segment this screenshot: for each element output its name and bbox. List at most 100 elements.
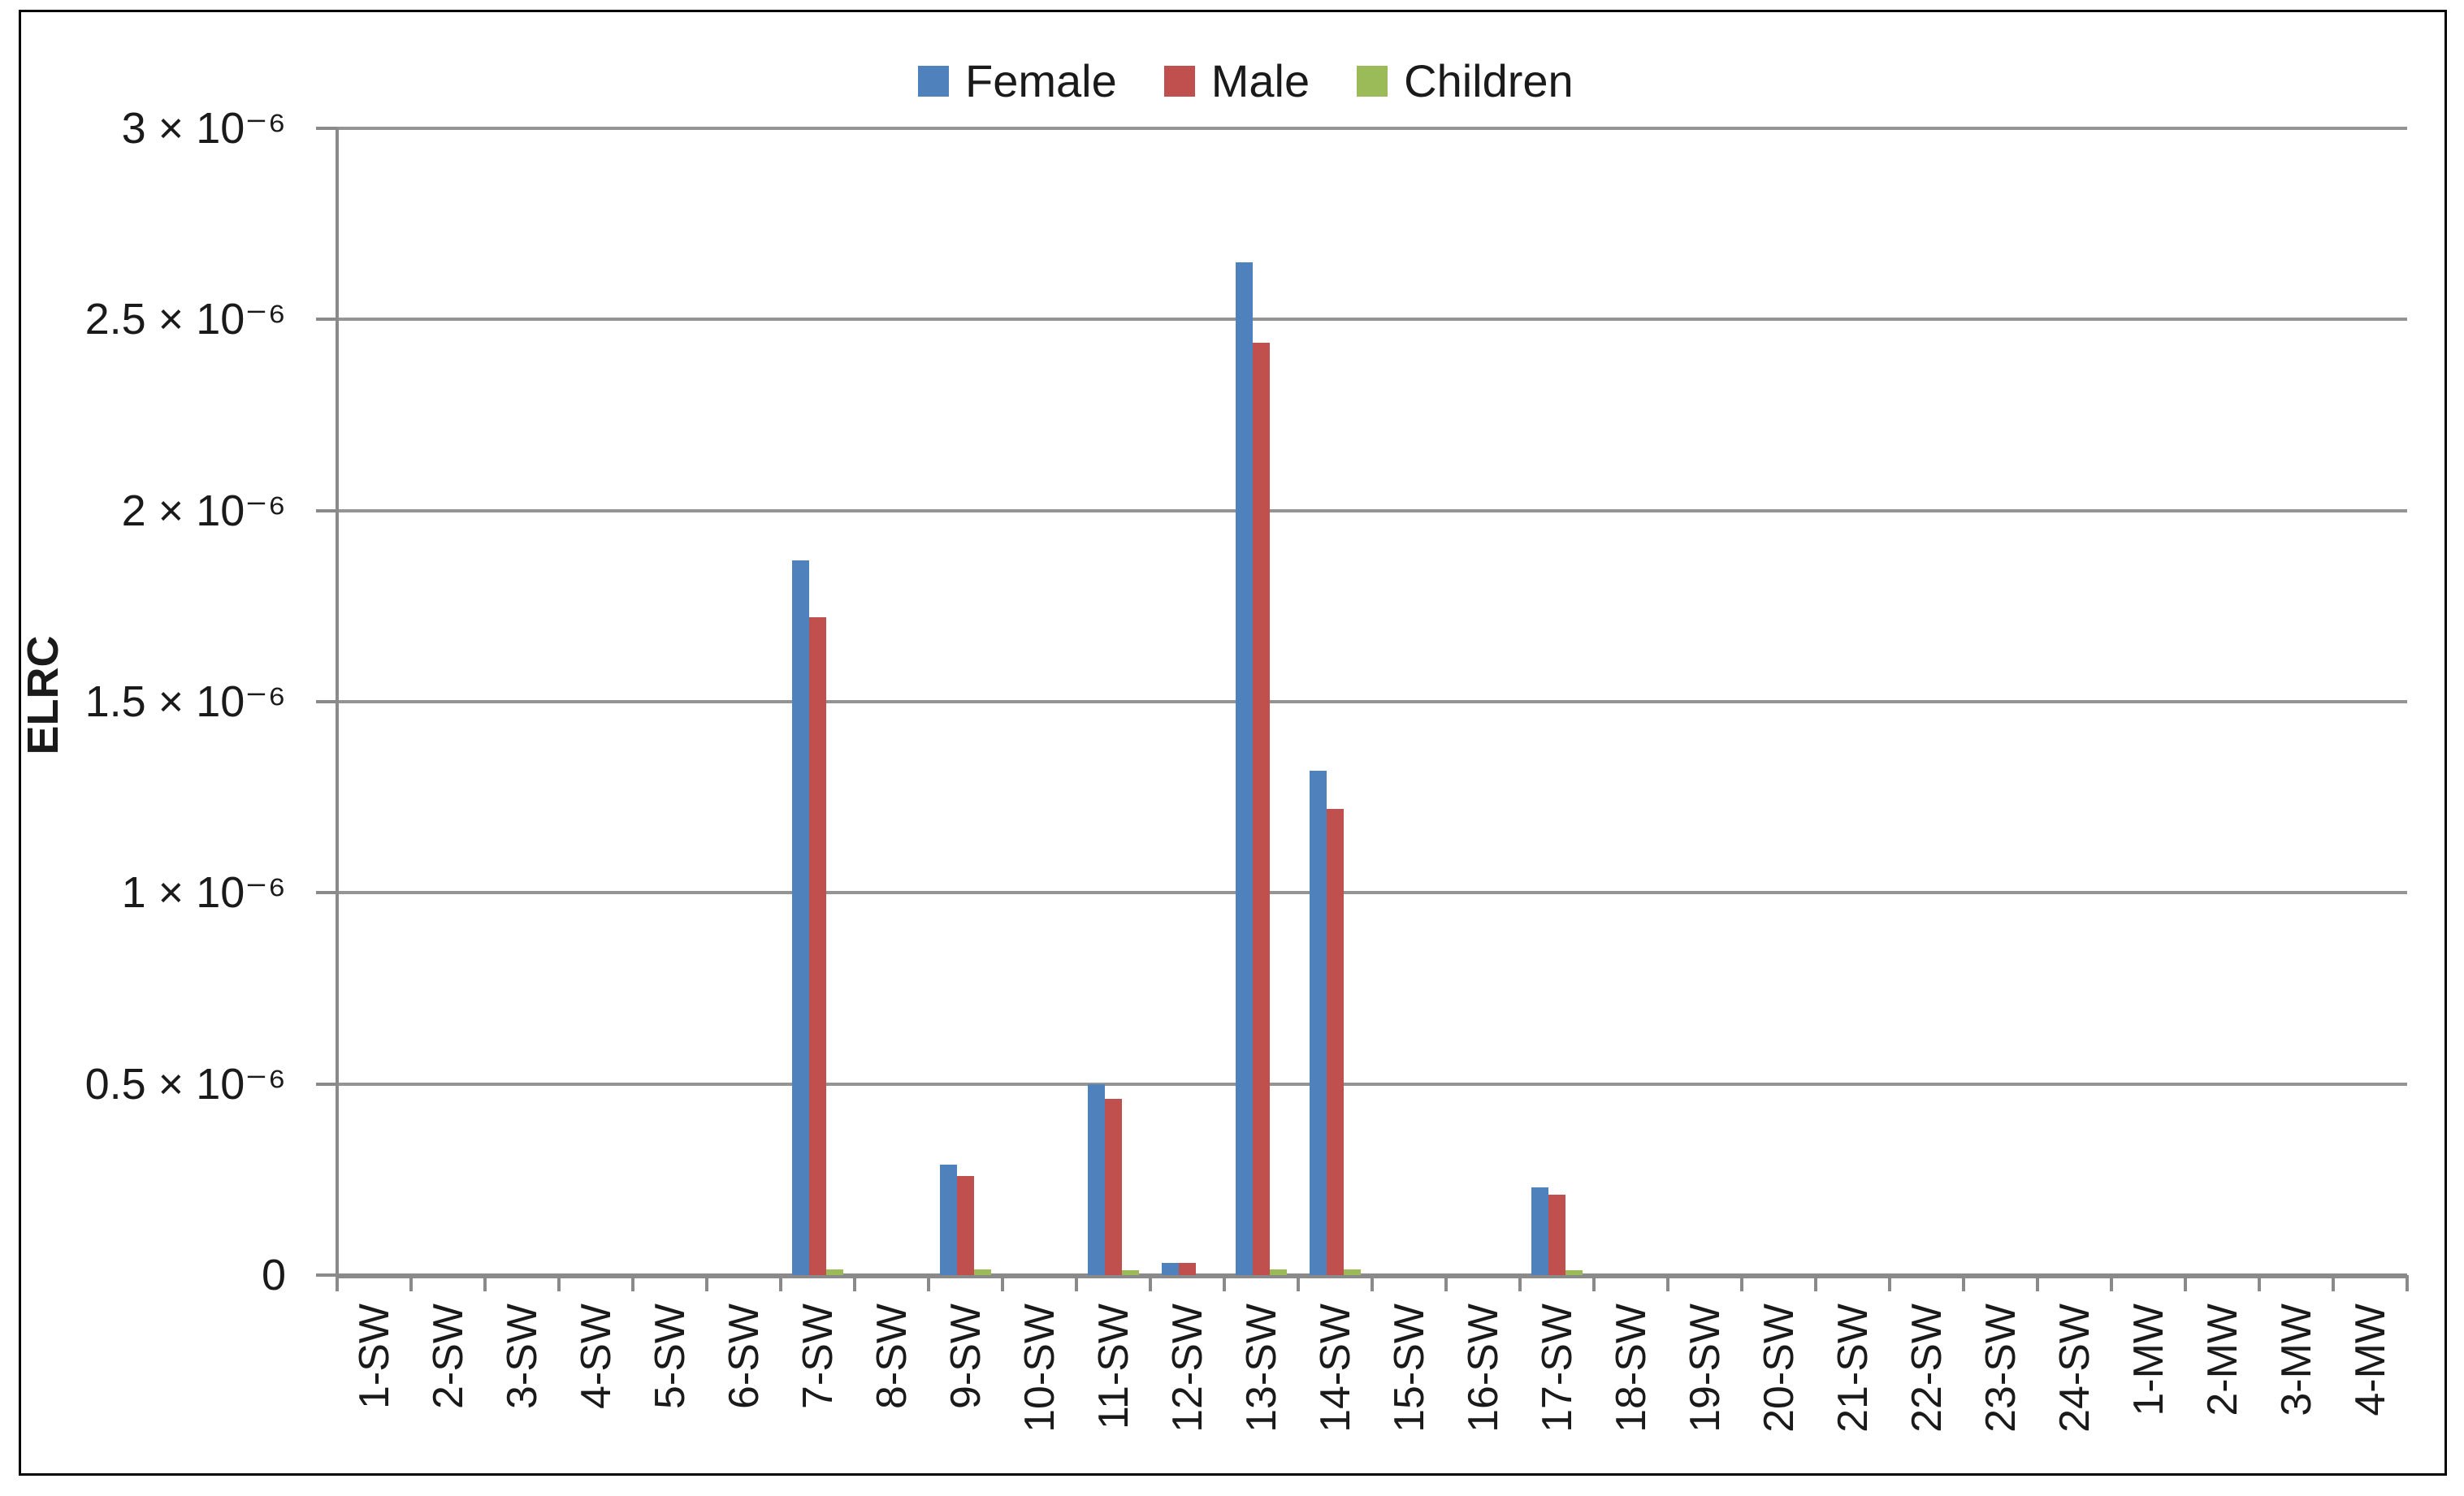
legend-swatch-female (918, 66, 949, 97)
legend: Female Male Children (918, 58, 1574, 104)
bar-female-17-SW (1531, 1187, 1548, 1275)
x-tick-mark (1518, 1275, 1522, 1291)
chart-border (19, 10, 2447, 1476)
bar-children-17-SW (1565, 1270, 1583, 1275)
x-tick-label-2-SW: 2-SW (424, 1304, 472, 1409)
gridline (337, 508, 2407, 512)
bar-children-14-SW (1344, 1269, 1361, 1275)
bar-children-9-SW (974, 1269, 991, 1275)
x-tick-mark (1962, 1275, 1965, 1291)
bar-male-7-SW (809, 617, 826, 1275)
bar-female-14-SW (1310, 771, 1327, 1275)
x-tick-mark (1740, 1275, 1743, 1291)
bar-children-11-SW (1122, 1270, 1139, 1275)
bar-male-17-SW (1548, 1195, 1565, 1275)
x-tick-label-20-SW: 20-SW (1755, 1304, 1803, 1433)
bar-male-11-SW (1105, 1099, 1122, 1275)
x-tick-mark (557, 1275, 561, 1291)
y-tick-mark (316, 1082, 337, 1086)
x-tick-label-10-SW: 10-SW (1015, 1304, 1063, 1433)
x-tick-mark (2332, 1275, 2335, 1291)
plot-area (316, 127, 2409, 1291)
x-tick-mark (779, 1275, 782, 1291)
gridline (337, 127, 2407, 130)
y-tick-mark (316, 891, 337, 895)
x-tick-label-22-SW: 22-SW (1903, 1304, 1951, 1433)
gridline (337, 700, 2407, 703)
x-tick-mark (2258, 1275, 2261, 1291)
x-tick-mark (2110, 1275, 2113, 1291)
bar-male-14-SW (1327, 809, 1344, 1275)
y-tick-label: 2 × 10⁻⁶ (121, 486, 286, 535)
y-tick-mark (316, 1273, 337, 1277)
gridline (337, 1082, 2407, 1086)
bar-female-13-SW (1236, 262, 1253, 1275)
x-tick-mark (2184, 1275, 2187, 1291)
x-tick-label-4-MW: 4-MW (2346, 1304, 2394, 1416)
x-tick-mark (2036, 1275, 2039, 1291)
x-tick-mark (927, 1275, 930, 1291)
x-tick-label-12-SW: 12-SW (1163, 1304, 1211, 1433)
x-tick-label-1-SW: 1-SW (350, 1304, 398, 1409)
legend-swatch-male (1163, 66, 1195, 97)
x-tick-label-24-SW: 24-SW (2050, 1304, 2098, 1433)
x-tick-mark (1075, 1275, 1078, 1291)
x-tick-label-18-SW: 18-SW (1607, 1304, 1655, 1433)
x-tick-label-9-SW: 9-SW (942, 1304, 989, 1409)
legend-label: Children (1404, 55, 1574, 106)
x-tick-mark (1444, 1275, 1448, 1291)
x-tick-mark (631, 1275, 634, 1291)
x-tick-label-7-SW: 7-SW (794, 1304, 842, 1409)
y-tick-label: 0.5 × 10⁻⁶ (84, 1059, 286, 1109)
bar-children-7-SW (826, 1269, 843, 1275)
bar-male-9-SW (957, 1176, 974, 1275)
y-tick-label: 1.5 × 10⁻⁶ (84, 677, 286, 726)
y-tick-mark (316, 700, 337, 703)
x-tick-mark (1592, 1275, 1596, 1291)
y-tick-label: 0 (261, 1251, 286, 1299)
x-tick-label-11-SW: 11-SW (1089, 1304, 1137, 1430)
x-tick-label-15-SW: 15-SW (1385, 1304, 1433, 1433)
legend-item-male: Male (1163, 55, 1310, 106)
x-tick-mark (409, 1275, 413, 1291)
x-tick-mark (1814, 1275, 1817, 1291)
x-tick-label-19-SW: 19-SW (1681, 1304, 1729, 1433)
x-tick-mark (1297, 1275, 1300, 1291)
x-tick-label-23-SW: 23-SW (1977, 1304, 2024, 1433)
x-tick-label-13-SW: 13-SW (1237, 1304, 1285, 1433)
legend-swatch-children (1357, 66, 1388, 97)
x-tick-label-4-SW: 4-SW (572, 1304, 620, 1409)
legend-label: Male (1210, 55, 1310, 106)
y-tick-label: 2.5 × 10⁻⁶ (84, 295, 286, 344)
x-tick-mark (1371, 1275, 1374, 1291)
y-tick-mark (316, 508, 337, 512)
x-tick-mark (1223, 1275, 1226, 1291)
x-tick-label-1-MW: 1-MW (2124, 1304, 2172, 1416)
x-tick-label-8-SW: 8-SW (868, 1304, 916, 1409)
bar-children-13-SW (1270, 1269, 1287, 1275)
x-tick-mark (853, 1275, 856, 1291)
y-axis-line (336, 128, 339, 1290)
bar-male-12-SW (1179, 1263, 1196, 1275)
bar-female-9-SW (940, 1165, 957, 1275)
bar-male-13-SW (1253, 343, 1270, 1275)
x-tick-label-3-MW: 3-MW (2272, 1304, 2320, 1416)
y-tick-label: 1 × 10⁻⁶ (121, 868, 286, 918)
x-tick-mark (483, 1275, 487, 1291)
x-tick-label-3-SW: 3-SW (498, 1304, 546, 1409)
x-tick-label-2-MW: 2-MW (2198, 1304, 2246, 1416)
x-tick-mark (2406, 1275, 2409, 1291)
bar-female-11-SW (1088, 1084, 1105, 1275)
x-tick-label-16-SW: 16-SW (1459, 1304, 1507, 1433)
y-tick-mark (316, 127, 337, 130)
legend-item-children: Children (1357, 58, 1574, 104)
x-tick-mark (705, 1275, 708, 1291)
x-tick-mark (1888, 1275, 1891, 1291)
x-tick-label-6-SW: 6-SW (720, 1304, 768, 1409)
x-tick-label-17-SW: 17-SW (1533, 1304, 1581, 1433)
bar-female-7-SW (792, 560, 809, 1275)
x-tick-mark (336, 1275, 339, 1291)
x-tick-label-21-SW: 21-SW (1829, 1304, 1877, 1433)
x-tick-mark (1149, 1275, 1152, 1291)
